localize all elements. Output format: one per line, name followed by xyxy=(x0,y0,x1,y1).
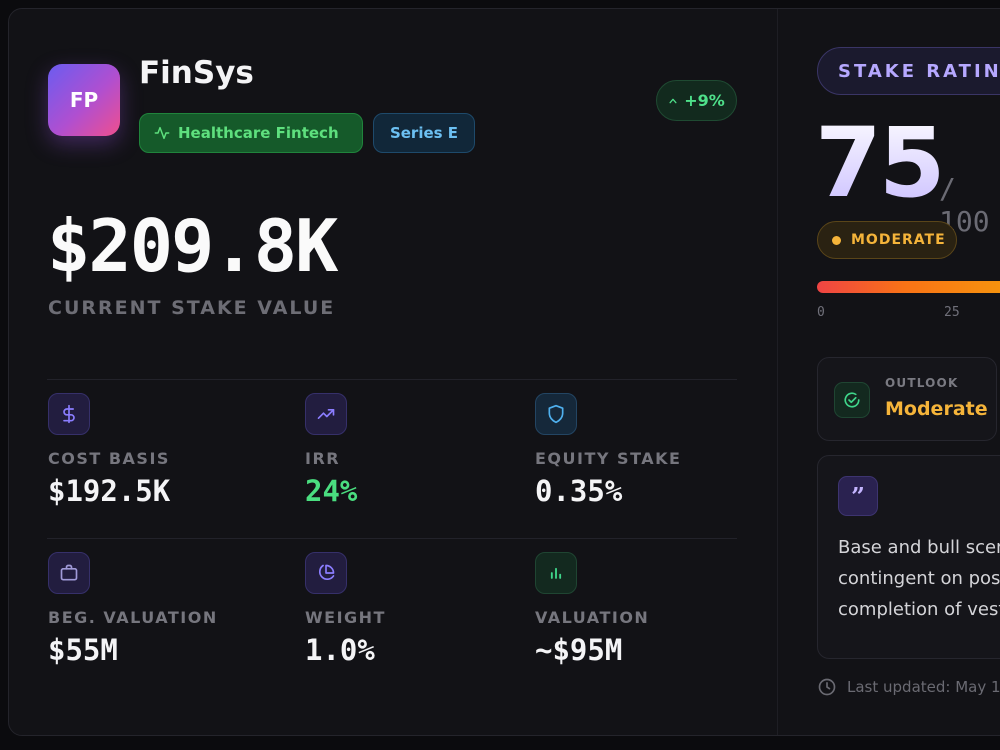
note-text: Base and bull scenarios contingent on po… xyxy=(838,532,1000,625)
quote-icon: ” xyxy=(838,476,878,516)
pie-chart-icon xyxy=(305,552,347,594)
chevron-up-icon xyxy=(669,98,677,103)
metrics-divider-middle xyxy=(47,538,737,539)
risk-level-badge: MODERATE xyxy=(817,221,957,259)
company-logo: FP xyxy=(48,64,120,136)
risk-level-label: MODERATE xyxy=(851,232,946,248)
stake-value: $209.8K xyxy=(47,204,338,288)
metric-value: 1.0% xyxy=(305,633,375,667)
metric-value: $192.5K xyxy=(48,474,171,508)
metric-value: 0.35% xyxy=(535,474,623,508)
sector-tag[interactable]: Healthcare Fintech xyxy=(139,113,363,153)
gauge-tick: 25 xyxy=(944,305,960,320)
outlook-label: OUTLOOK xyxy=(885,376,959,390)
metric-value: $55M xyxy=(48,633,118,667)
company-name: FinSys xyxy=(139,55,254,91)
analyst-note-card: ” Base and bull scenarios contingent on … xyxy=(817,455,1000,659)
metric-label: IRR xyxy=(305,449,341,468)
trending-up-icon xyxy=(305,393,347,435)
metric-value: ~$95M xyxy=(535,633,623,667)
metric-label: WEIGHT xyxy=(305,608,386,627)
metric-beg-valuation: BEG. VALUATION $55M xyxy=(48,552,278,667)
outlook-value: Moderate xyxy=(885,398,988,420)
metric-label: EQUITY STAKE xyxy=(535,449,682,468)
gauge-tick: 0 xyxy=(817,305,825,320)
outlook-card: OUTLOOK Moderate xyxy=(817,357,997,441)
bar-chart-icon xyxy=(535,552,577,594)
status-dot xyxy=(832,235,841,245)
rating-score: 75 xyxy=(815,107,946,219)
sector-tag-label: Healthcare Fintech xyxy=(178,124,339,142)
metric-label: BEG. VALUATION xyxy=(48,608,218,627)
last-updated-text: Last updated: May 12 xyxy=(847,678,1000,696)
stake-rating-title: STAKE RATING xyxy=(838,60,1000,82)
activity-icon xyxy=(154,126,170,140)
metric-irr: IRR 24% xyxy=(305,393,535,508)
metric-value: 24% xyxy=(305,474,358,508)
column-divider xyxy=(777,9,778,735)
change-value: +9% xyxy=(684,91,725,110)
series-tag[interactable]: Series E xyxy=(373,113,475,153)
note-line: Base and bull scenarios xyxy=(838,537,1000,558)
stake-label: CURRENT STAKE VALUE xyxy=(48,297,336,319)
stake-rating-pill: STAKE RATING xyxy=(817,47,1000,95)
metric-weight: WEIGHT 1.0% xyxy=(305,552,535,667)
note-line: contingent on post xyxy=(838,568,1000,589)
metric-equity-stake: EQUITY STAKE 0.35% xyxy=(535,393,765,508)
metric-valuation: VALUATION ~$95M xyxy=(535,552,765,667)
portfolio-card: FP FinSys Healthcare Fintech Series E +9… xyxy=(8,8,1000,736)
check-circle-icon xyxy=(834,382,870,418)
metric-cost-basis: COST BASIS $192.5K xyxy=(48,393,278,508)
last-updated: Last updated: May 12 xyxy=(817,677,1000,697)
metrics-divider-top xyxy=(47,379,737,380)
shield-icon xyxy=(535,393,577,435)
note-line: completion of vesting xyxy=(838,599,1000,620)
change-badge: +9% xyxy=(656,80,737,121)
series-tag-label: Series E xyxy=(389,124,459,142)
metric-label: COST BASIS xyxy=(48,449,170,468)
dollar-icon xyxy=(48,393,90,435)
clock-icon xyxy=(818,678,836,696)
rating-gauge-bar xyxy=(817,281,1000,293)
briefcase-icon xyxy=(48,552,90,594)
metric-label: VALUATION xyxy=(535,608,650,627)
logo-initials: FP xyxy=(69,88,99,112)
